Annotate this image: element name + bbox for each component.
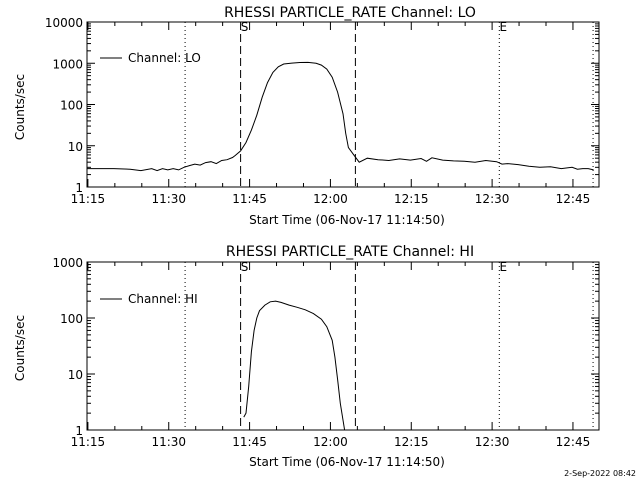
y-tick-label: 10000 [45,16,83,30]
x-tick-label: 12:00 [313,435,348,449]
y-tick-label: 1000 [52,57,83,71]
event-marker-label: S [241,260,249,274]
y-tick-label: 100 [60,99,83,113]
x-axis-label: Start Time (06-Nov-17 11:14:50) [249,455,445,469]
y-tick-label: 1 [75,424,83,438]
chart-title: RHESSI PARTICLE_RATE Channel: HI [226,244,474,260]
plot-frame [86,261,600,431]
series-line [87,61,594,172]
x-tick-label: 11:30 [151,435,186,449]
x-tick-label: 12:15 [394,192,429,206]
event-marker-label: S [241,20,249,34]
plot-frame [86,21,600,188]
legend-label: Channel: LO [128,51,201,65]
x-tick-label: 12:00 [313,192,348,206]
x-axis-label: Start Time (06-Nov-17 11:14:50) [249,213,445,227]
x-tick-label: 12:45 [556,192,591,206]
x-tick-label: 11:45 [232,192,267,206]
x-tick-label: 11:15 [71,435,106,449]
x-tick-label: 12:15 [394,435,429,449]
lo-channel-chart: RHESSI PARTICLE_RATE Channel: LO Start T… [13,5,600,227]
y-tick-label: 1000 [52,256,83,270]
y-tick-label: 10 [68,368,83,382]
y-axis-label: Counts/sec [13,74,27,140]
footer-timestamp: 2-Sep-2022 08:42 [564,469,636,478]
event-marker-label: E [499,260,507,274]
y-tick-label: 100 [60,312,83,326]
event-marker-label: E [499,20,507,34]
x-tick-label: 12:30 [475,435,510,449]
x-tick-label: 11:15 [71,192,106,206]
hi-channel-chart: RHESSI PARTICLE_RATE Channel: HI Start T… [13,244,600,469]
x-tick-label: 12:30 [475,192,510,206]
y-axis-label: Counts/sec [13,315,27,381]
x-tick-label: 11:45 [232,435,267,449]
y-tick-label: 10 [68,140,83,154]
x-tick-label: 11:30 [151,192,186,206]
y-tick-label: 1 [75,181,83,195]
chart-title: RHESSI PARTICLE_RATE Channel: LO [224,5,476,21]
legend-label: Channel: HI [128,292,198,306]
x-tick-label: 12:45 [556,435,591,449]
series-line [243,300,346,431]
